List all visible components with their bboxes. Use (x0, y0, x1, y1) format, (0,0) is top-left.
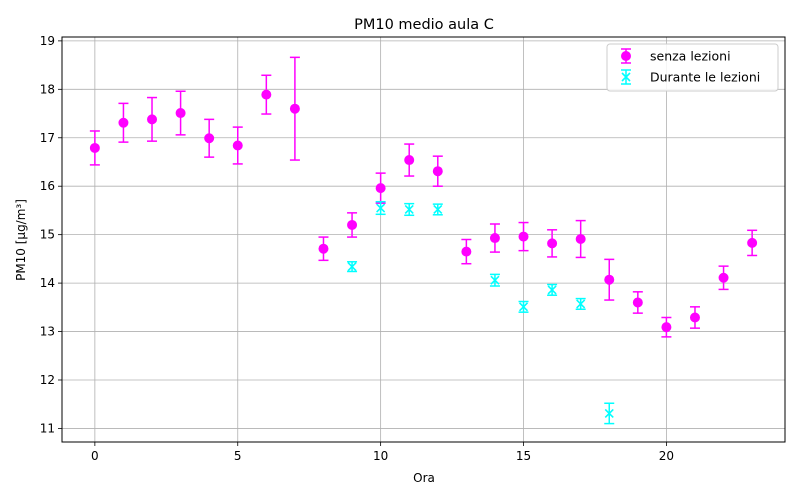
data-point-marker (118, 117, 129, 128)
y-tick-label: 12 (40, 373, 55, 387)
data-point (375, 200, 386, 216)
data-point-marker (175, 108, 186, 119)
data-point (489, 223, 500, 253)
legend-entry: senza lezioni (621, 48, 731, 64)
y-tick-label: 11 (40, 421, 55, 435)
legend-label: Durante le lezioni (650, 70, 760, 85)
plot-frame (61, 36, 786, 443)
data-point (232, 126, 243, 165)
data-point (689, 306, 700, 329)
data-point (718, 265, 729, 291)
data-point (461, 238, 472, 265)
data-point-marker (490, 275, 500, 285)
data-point (404, 143, 415, 177)
data-point-marker (347, 219, 358, 230)
data-point (204, 118, 215, 158)
data-point-marker (289, 103, 300, 114)
data-point (347, 212, 358, 238)
data-point-marker (547, 238, 558, 249)
y-tick-label: 13 (40, 325, 55, 339)
legend: senza lezioni Durante le lezioni (606, 43, 779, 92)
y-tick-label: 15 (40, 228, 55, 242)
y-tick-label: 18 (40, 82, 55, 96)
series-1 (89, 56, 758, 338)
data-point-marker (318, 243, 329, 254)
data-point (632, 291, 643, 314)
x-tick-label: 5 (234, 449, 242, 463)
data-point-marker (689, 312, 700, 323)
data-point-marker (432, 166, 443, 177)
series-2 (347, 200, 615, 425)
data-point-marker (576, 299, 586, 309)
x-tick-label: 10 (373, 449, 388, 463)
x-tick-label: 0 (91, 449, 99, 463)
data-point-marker (147, 114, 158, 125)
x-tick-label: 15 (516, 449, 531, 463)
data-point (547, 229, 558, 258)
data-point (547, 283, 558, 296)
data-point-marker (347, 262, 357, 272)
grid (62, 37, 785, 442)
data-point-marker (575, 234, 586, 245)
data-point (661, 316, 672, 338)
data-point-marker (661, 322, 672, 333)
data-point (404, 202, 415, 217)
data-point-marker (604, 274, 615, 285)
data-point (175, 90, 186, 136)
data-point-marker (261, 89, 272, 100)
data-point-marker (747, 237, 758, 248)
y-tick-label: 14 (40, 276, 55, 290)
x-axis-label: Ora (413, 471, 435, 485)
data-point (347, 261, 358, 273)
data-point-marker (718, 272, 729, 283)
data-point-marker (232, 140, 243, 151)
y-tick-label: 16 (40, 179, 55, 193)
legend-marker (621, 72, 631, 82)
data-point (289, 56, 300, 161)
y-tick-label: 17 (40, 131, 55, 145)
data-point (432, 203, 443, 216)
data-point-marker (375, 183, 386, 194)
data-point (261, 74, 272, 115)
data-point (575, 297, 586, 311)
data-point-marker (547, 285, 557, 295)
data-point (375, 172, 386, 204)
data-point (604, 258, 615, 301)
data-point (318, 236, 329, 262)
y-tick-label: 19 (40, 34, 55, 48)
legend-entry: Durante le lezioni (621, 69, 760, 85)
data-point-marker (376, 203, 386, 213)
data-point (604, 402, 615, 425)
data-point-marker (518, 302, 529, 312)
data-point (575, 219, 586, 259)
chart-title: PM10 medio aula C (354, 17, 494, 33)
data-point-marker (632, 297, 643, 308)
data-point (147, 96, 158, 142)
data-point (747, 229, 758, 257)
data-point-marker (204, 133, 215, 144)
data-point (518, 300, 529, 313)
data-point-marker (461, 246, 472, 257)
legend-marker (621, 51, 631, 61)
data-point-marker (404, 204, 414, 215)
data-point-marker (604, 408, 614, 418)
data-point (432, 155, 443, 187)
data-point (518, 221, 529, 252)
data-point-marker (89, 142, 100, 153)
y-axis-ticks: 11 12 13 14 15 16 17 18 19 (40, 34, 62, 435)
data-point-marker (489, 233, 500, 244)
data-point (118, 102, 129, 143)
data-point (489, 273, 500, 287)
data-point-marker (518, 231, 529, 242)
x-tick-label: 20 (659, 449, 674, 463)
y-axis-label: PM10 [µg/m³] (14, 199, 28, 281)
data-point-marker (433, 204, 443, 215)
data-point (89, 130, 100, 166)
x-axis-ticks: 0 5 10 15 20 (91, 442, 674, 463)
data-point-marker (404, 155, 415, 166)
legend-box (606, 43, 779, 92)
series-layer (89, 56, 758, 425)
legend-label: senza lezioni (650, 49, 731, 64)
